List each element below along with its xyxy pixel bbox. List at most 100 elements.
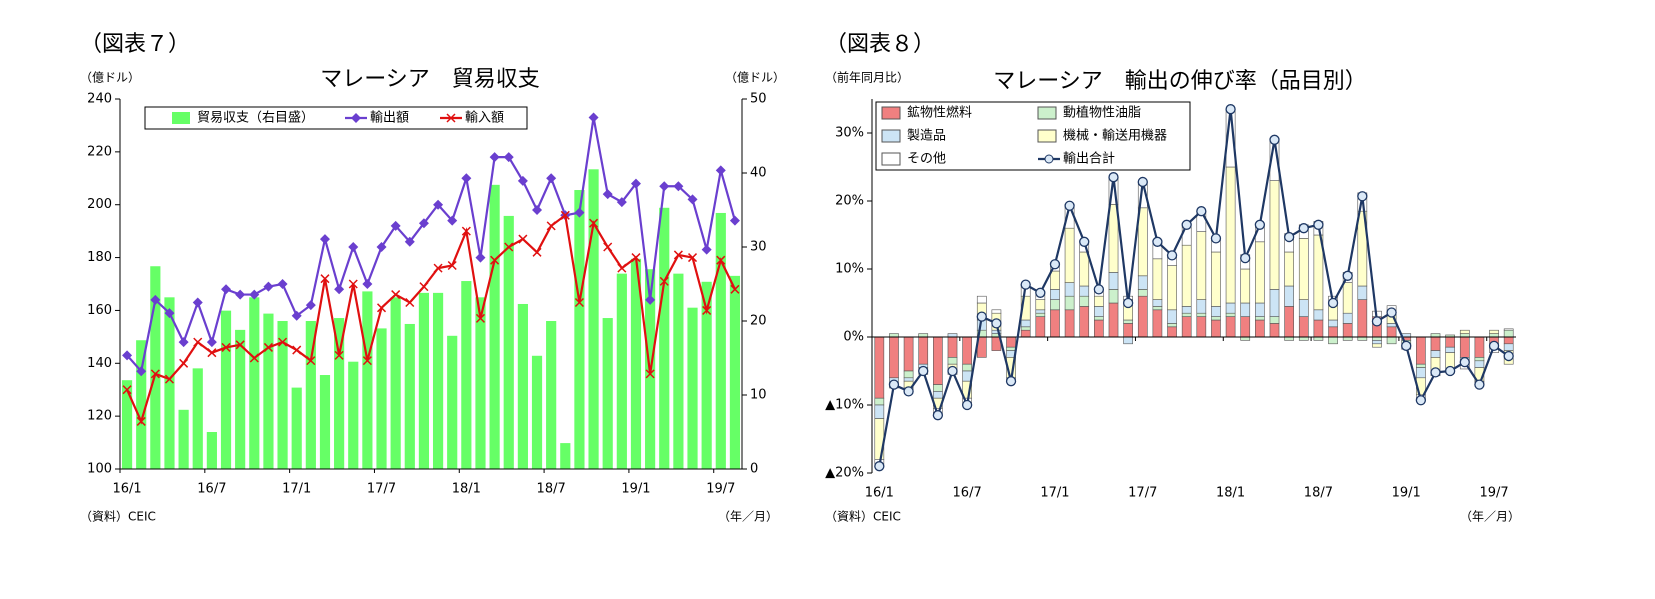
bar [560,443,571,469]
bar [659,207,670,469]
marker [918,365,929,377]
bar [1298,336,1309,341]
bar [1459,336,1470,358]
figure-label: （図表７） [80,32,190,57]
marker [221,342,231,352]
marker [687,253,698,263]
bar [1181,244,1192,307]
bar [962,336,972,365]
figure-label: （図表８） [825,32,935,57]
x-tick-label: 18/7 [537,482,566,497]
legend-swatch [1037,106,1057,120]
y-axis-unit: （前年同月比） [825,70,909,85]
bar [1079,295,1090,307]
marker [1474,379,1485,390]
marker [419,282,429,292]
bar [903,336,914,372]
marker [461,173,472,184]
bar [1035,309,1046,314]
legend-label: その他 [907,152,946,167]
marker [1108,172,1119,183]
bar [1020,326,1031,331]
bar [1342,282,1353,314]
bar [1035,316,1046,338]
marker [1327,297,1339,309]
bar [220,310,232,469]
x-axis-unit: （年／月） [1460,510,1520,524]
marker [405,297,415,308]
legend-label: 輸出額 [370,111,409,126]
bar [687,307,698,469]
bar [1503,329,1514,338]
bar [1342,312,1353,324]
bar [461,281,472,469]
bar [1489,329,1499,334]
marker [1079,236,1090,247]
bar [874,404,885,419]
y-tick-label: 20% [835,194,864,209]
bar [729,275,741,469]
bar [121,380,133,469]
bar [1416,367,1426,379]
bar [348,361,359,469]
marker [976,311,987,322]
bar [947,336,958,358]
bar [1079,251,1090,287]
bar [1503,328,1514,331]
bar [918,333,929,338]
marker [1196,206,1207,217]
bar [933,384,943,392]
marker [150,294,161,305]
marker [1210,233,1222,244]
bar [1342,336,1353,341]
x-tick-label: 19/1 [1392,486,1421,501]
bar [1108,302,1119,338]
bar [362,291,373,469]
legend-swatch [881,129,901,143]
marker [433,199,444,210]
marker [603,242,613,252]
bar [503,215,514,469]
bar [1123,336,1133,345]
marker [334,284,345,295]
x-tick-label: 19/7 [706,482,735,497]
bar [1006,336,1016,348]
marker [362,279,373,289]
bar [1240,316,1251,338]
marker [164,308,175,319]
marker [178,337,189,348]
y2-tick-label: 10 [750,388,767,403]
bar [1416,363,1426,368]
marker [1225,104,1236,115]
legend-marker [1044,154,1054,164]
y2-tick-label: 50 [750,92,767,107]
bar [616,273,627,469]
bar [1328,326,1338,338]
x-tick-label: 17/1 [1040,486,1069,501]
bar [1152,309,1163,338]
bar [1167,265,1177,311]
marker [193,337,203,347]
bar [164,297,175,469]
marker [221,284,232,295]
marker [334,350,344,360]
bar [1020,319,1031,328]
bar [1123,323,1133,338]
bar [1284,251,1294,287]
bar [903,377,914,382]
bar [1503,336,1514,345]
bar [1269,180,1280,290]
marker [560,210,570,220]
marker [947,365,958,377]
bar [889,333,899,338]
bar [192,368,203,469]
marker [320,274,330,284]
x-tick-label: 18/7 [1304,486,1333,501]
bar [1196,312,1207,317]
bar [1152,306,1163,311]
marker [659,181,670,192]
marker [192,297,203,308]
legend-label: 輸入額 [465,111,504,126]
marker [291,310,302,321]
